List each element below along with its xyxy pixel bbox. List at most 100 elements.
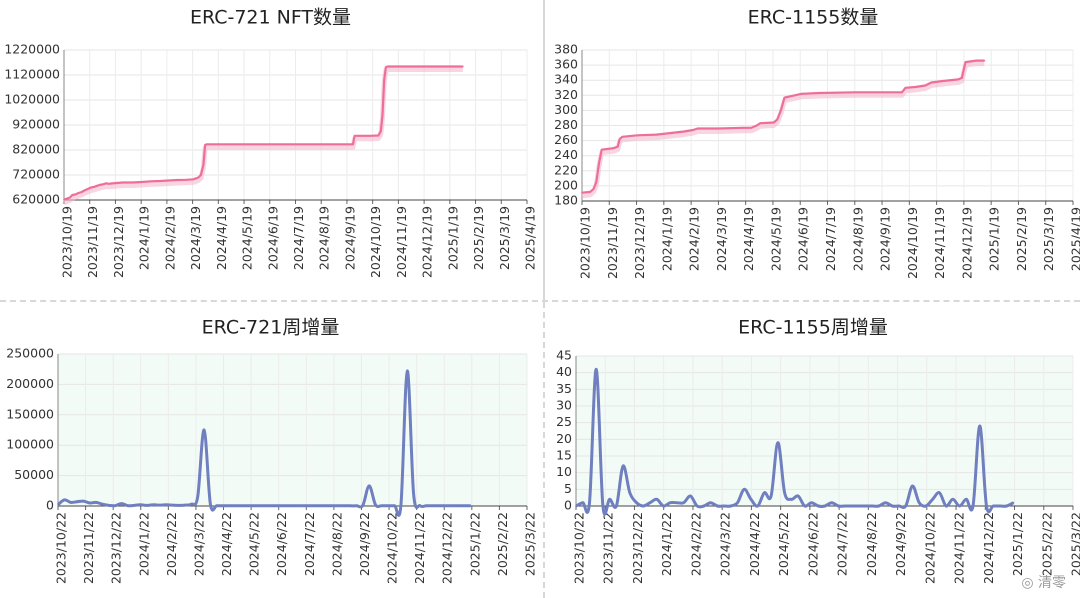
- x-tick-label: 2024/4/22: [747, 512, 762, 576]
- data-point: [381, 504, 383, 507]
- data-point: [942, 80, 944, 82]
- y-tick-label: 620000: [12, 192, 60, 207]
- data-point: [63, 499, 66, 501]
- data-point: [423, 65, 426, 68]
- x-tick-label: 2025/2/19: [1014, 207, 1029, 271]
- data-point: [857, 505, 860, 507]
- x-tick-label: 2023/12/22: [630, 512, 645, 584]
- data-point: [723, 505, 725, 507]
- series-line: [581, 59, 985, 194]
- data-point: [1005, 505, 1008, 507]
- data-point: [696, 127, 699, 130]
- x-tick-label: 2023/10/22: [572, 512, 587, 584]
- x-tick-label: 2024/5/22: [247, 512, 262, 576]
- data-point: [190, 503, 193, 505]
- data-point: [202, 164, 205, 166]
- data-point: [431, 505, 434, 507]
- data-point: [780, 109, 782, 112]
- divider-horizontal: [0, 300, 1080, 302]
- x-tick-label: 2023/12/22: [109, 512, 124, 584]
- data-point: [385, 66, 387, 68]
- x-tick-label: 2025/3/19: [1041, 207, 1056, 271]
- y-tick-label: 180: [554, 193, 578, 208]
- data-point: [131, 181, 134, 184]
- data-point: [918, 501, 920, 504]
- y-tick-label: 20: [556, 431, 572, 446]
- data-point: [800, 92, 803, 95]
- data-point: [965, 498, 968, 501]
- data-point: [844, 505, 846, 507]
- data-point: [311, 505, 313, 507]
- data-point: [470, 505, 472, 507]
- divider-vertical-top: [543, 0, 545, 300]
- y-tick-label: 200000: [6, 376, 54, 391]
- data-point: [598, 162, 600, 165]
- data-point: [703, 505, 705, 507]
- data-point: [90, 186, 92, 189]
- data-point: [317, 505, 320, 507]
- data-point: [772, 121, 775, 124]
- data-point: [1012, 501, 1015, 504]
- data-point: [911, 485, 914, 487]
- data-point: [607, 148, 609, 150]
- data-point: [595, 181, 598, 184]
- x-tick-label: 2024/11/22: [412, 512, 427, 584]
- data-point: [438, 505, 440, 507]
- y-tick-label: 5: [564, 481, 572, 496]
- data-point: [882, 91, 884, 94]
- x-tick-label: 2024/3/22: [718, 512, 733, 576]
- y-tick-label: 280: [554, 117, 578, 132]
- x-tick-label: 2024/12/19: [959, 207, 974, 279]
- y-tick-label: 10: [556, 464, 572, 479]
- x-tick-label: 2024/2/22: [688, 512, 703, 576]
- data-point: [196, 496, 199, 498]
- y-tick-label: 25: [556, 414, 572, 429]
- data-point: [957, 78, 960, 81]
- data-point: [192, 178, 195, 181]
- series-line: [63, 65, 463, 201]
- data-point: [57, 504, 59, 506]
- data-point: [241, 505, 243, 507]
- data-point: [127, 504, 129, 507]
- data-point: [386, 65, 389, 68]
- x-tick-label: 2024/4/19: [214, 206, 229, 270]
- data-point: [776, 118, 779, 121]
- data-point: [150, 180, 152, 183]
- data-point: [120, 502, 123, 505]
- data-point: [355, 505, 358, 507]
- data-point: [463, 505, 466, 507]
- x-tick-label: 2025/1/19: [445, 206, 460, 270]
- data-point: [360, 134, 363, 137]
- data-point: [450, 65, 452, 68]
- x-tick-label: 2025/4/19: [1069, 207, 1080, 271]
- data-point: [602, 505, 604, 507]
- data-point: [741, 126, 744, 129]
- data-point: [336, 505, 339, 507]
- data-point: [377, 134, 380, 137]
- data-point: [689, 495, 692, 497]
- data-point: [612, 147, 615, 150]
- data-point: [683, 130, 685, 133]
- x-tick-label: 2023/10/22: [54, 512, 69, 584]
- data-point: [89, 502, 91, 504]
- x-tick-label: 2024/9/22: [893, 512, 908, 576]
- x-tick-label: 2024/6/19: [796, 207, 811, 271]
- y-tick-label: 320: [554, 87, 578, 102]
- y-tick-label: 1020000: [4, 92, 60, 107]
- data-point: [343, 505, 345, 507]
- data-point: [412, 493, 415, 495]
- data-point: [349, 505, 351, 507]
- data-point: [964, 61, 967, 63]
- data-point: [69, 196, 71, 199]
- data-point: [682, 501, 685, 504]
- x-tick-label: 2023/11/22: [81, 512, 96, 584]
- data-point: [383, 79, 386, 81]
- y-tick-label: 15: [556, 448, 572, 463]
- x-tick-label: 2024/10/22: [922, 512, 937, 584]
- y-tick-label: 720000: [12, 167, 60, 182]
- x-tick-label: 2025/3/22: [523, 512, 538, 576]
- panel-erc721-weekly: ERC-721周增量 250000 200000 150000 100000 50000 0…: [0, 302, 541, 598]
- data-point: [419, 504, 421, 507]
- data-point: [217, 143, 220, 146]
- data-point: [600, 148, 603, 151]
